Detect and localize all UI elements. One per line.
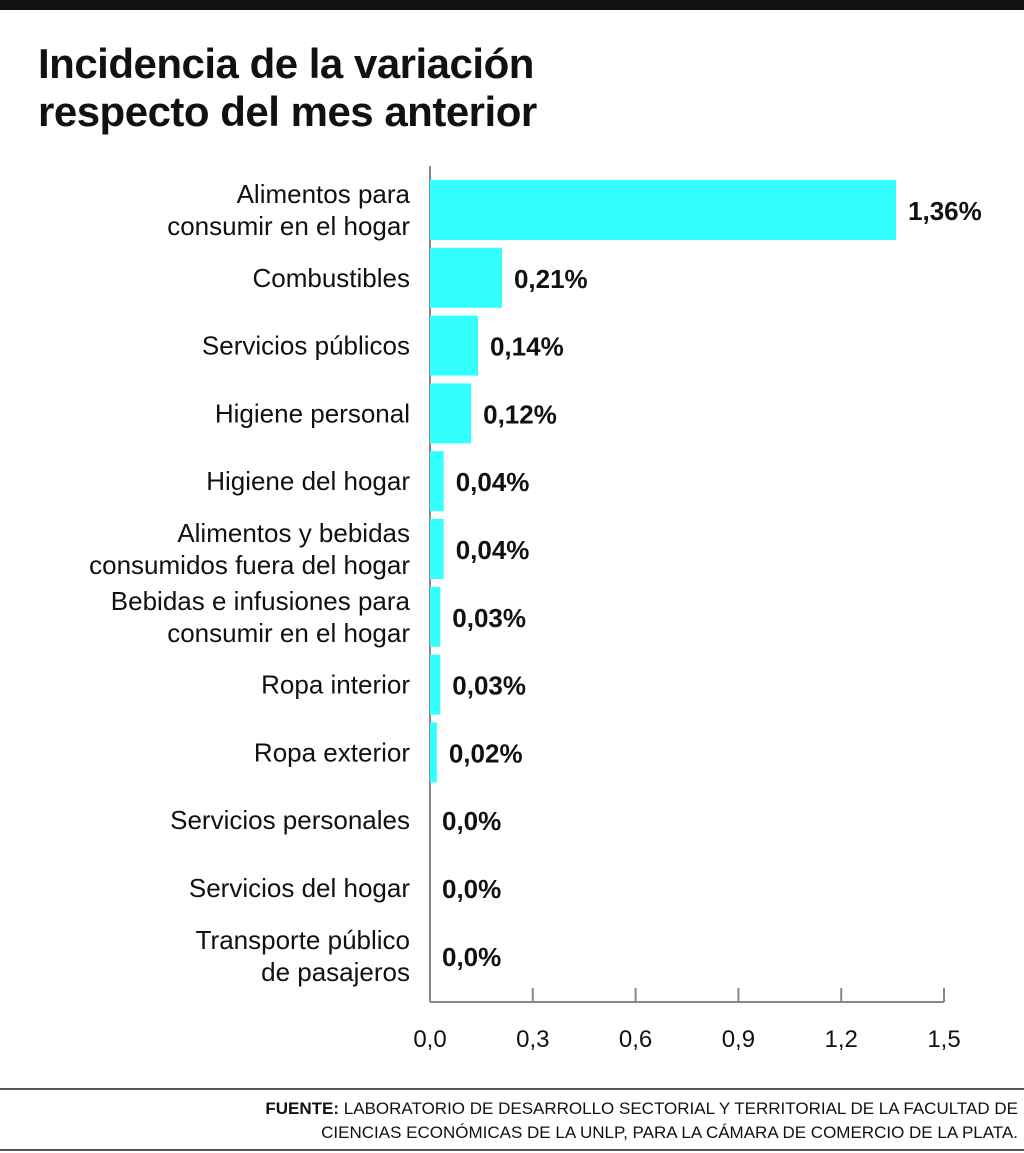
value-label: 0,0%: [442, 806, 501, 836]
category-label: Combustibles: [252, 263, 410, 293]
bar: [430, 722, 437, 783]
category-label: Transporte público de pasajeros: [196, 925, 410, 987]
bar-chart: Alimentos para consumir en el hogar 1,36% C…: [89, 166, 982, 1053]
value-label: 0,21%: [514, 264, 588, 294]
bar: [430, 247, 502, 308]
category-label: Servicios del hogar: [189, 873, 410, 903]
bar: [430, 315, 478, 376]
bar: [430, 519, 444, 579]
value-label: 0,12%: [483, 399, 557, 429]
value-label: 0,0%: [442, 874, 501, 904]
category-label: Bebidas e infusiones para consumir en el …: [111, 586, 411, 648]
bar: [430, 451, 444, 512]
x-tick-label: 0,9: [722, 1026, 755, 1053]
category-label: Alimentos para consumir en el hogar: [167, 179, 410, 241]
category-label: Ropa interior: [261, 670, 410, 700]
category-label: Higiene del hogar: [206, 466, 410, 496]
x-tick-label: 0,0: [413, 1026, 446, 1053]
value-label: 1,36%: [908, 196, 982, 226]
source-line-1: FUENTE: LABORATORIO DE DESARROLLO SECTOR…: [118, 1097, 1018, 1121]
x-tick-label: 0,3: [516, 1026, 549, 1053]
value-label: 0,04%: [456, 535, 530, 565]
x-tick-label: 0,6: [619, 1026, 652, 1053]
value-label: 0,03%: [452, 603, 526, 633]
bar: [430, 383, 472, 444]
category-label: Alimentos y bebidas consumidos fuera del …: [89, 518, 410, 580]
chart-title-line-1: Incidencia de la variación: [38, 40, 534, 87]
top-rule: [0, 0, 1024, 10]
source-label: FUENTE:: [265, 1099, 340, 1118]
value-label: 0,14%: [490, 332, 564, 362]
value-label: 0,04%: [456, 467, 530, 497]
category-label: Servicios públicos: [202, 331, 410, 361]
bar: [430, 180, 897, 240]
source-divider: [0, 1088, 1024, 1090]
x-tick-label: 1,5: [927, 1026, 960, 1053]
source-note: FUENTE: LABORATORIO DE DESARROLLO SECTOR…: [118, 1097, 1018, 1145]
chart-title-line-2: respecto del mes anterior: [38, 88, 537, 135]
bar: [430, 654, 441, 715]
category-label: Higiene personal: [215, 398, 410, 428]
value-label: 0,0%: [442, 942, 501, 972]
value-label: 0,03%: [452, 671, 526, 701]
x-tick-label: 1,2: [825, 1026, 858, 1053]
source-text-1: LABORATORIO DE DESARROLLO SECTORIAL Y TE…: [343, 1099, 1018, 1118]
chart-title: Incidencia de la variación respecto del …: [38, 40, 738, 136]
value-label: 0,02%: [449, 738, 523, 768]
source-text-2: CIENCIAS ECONÓMICAS DE LA UNLP, PARA LA …: [321, 1123, 1018, 1142]
category-label: Ropa exterior: [254, 737, 410, 767]
bar: [430, 586, 441, 647]
category-label: Servicios personales: [170, 805, 410, 835]
bottom-rule: [0, 1149, 1024, 1151]
